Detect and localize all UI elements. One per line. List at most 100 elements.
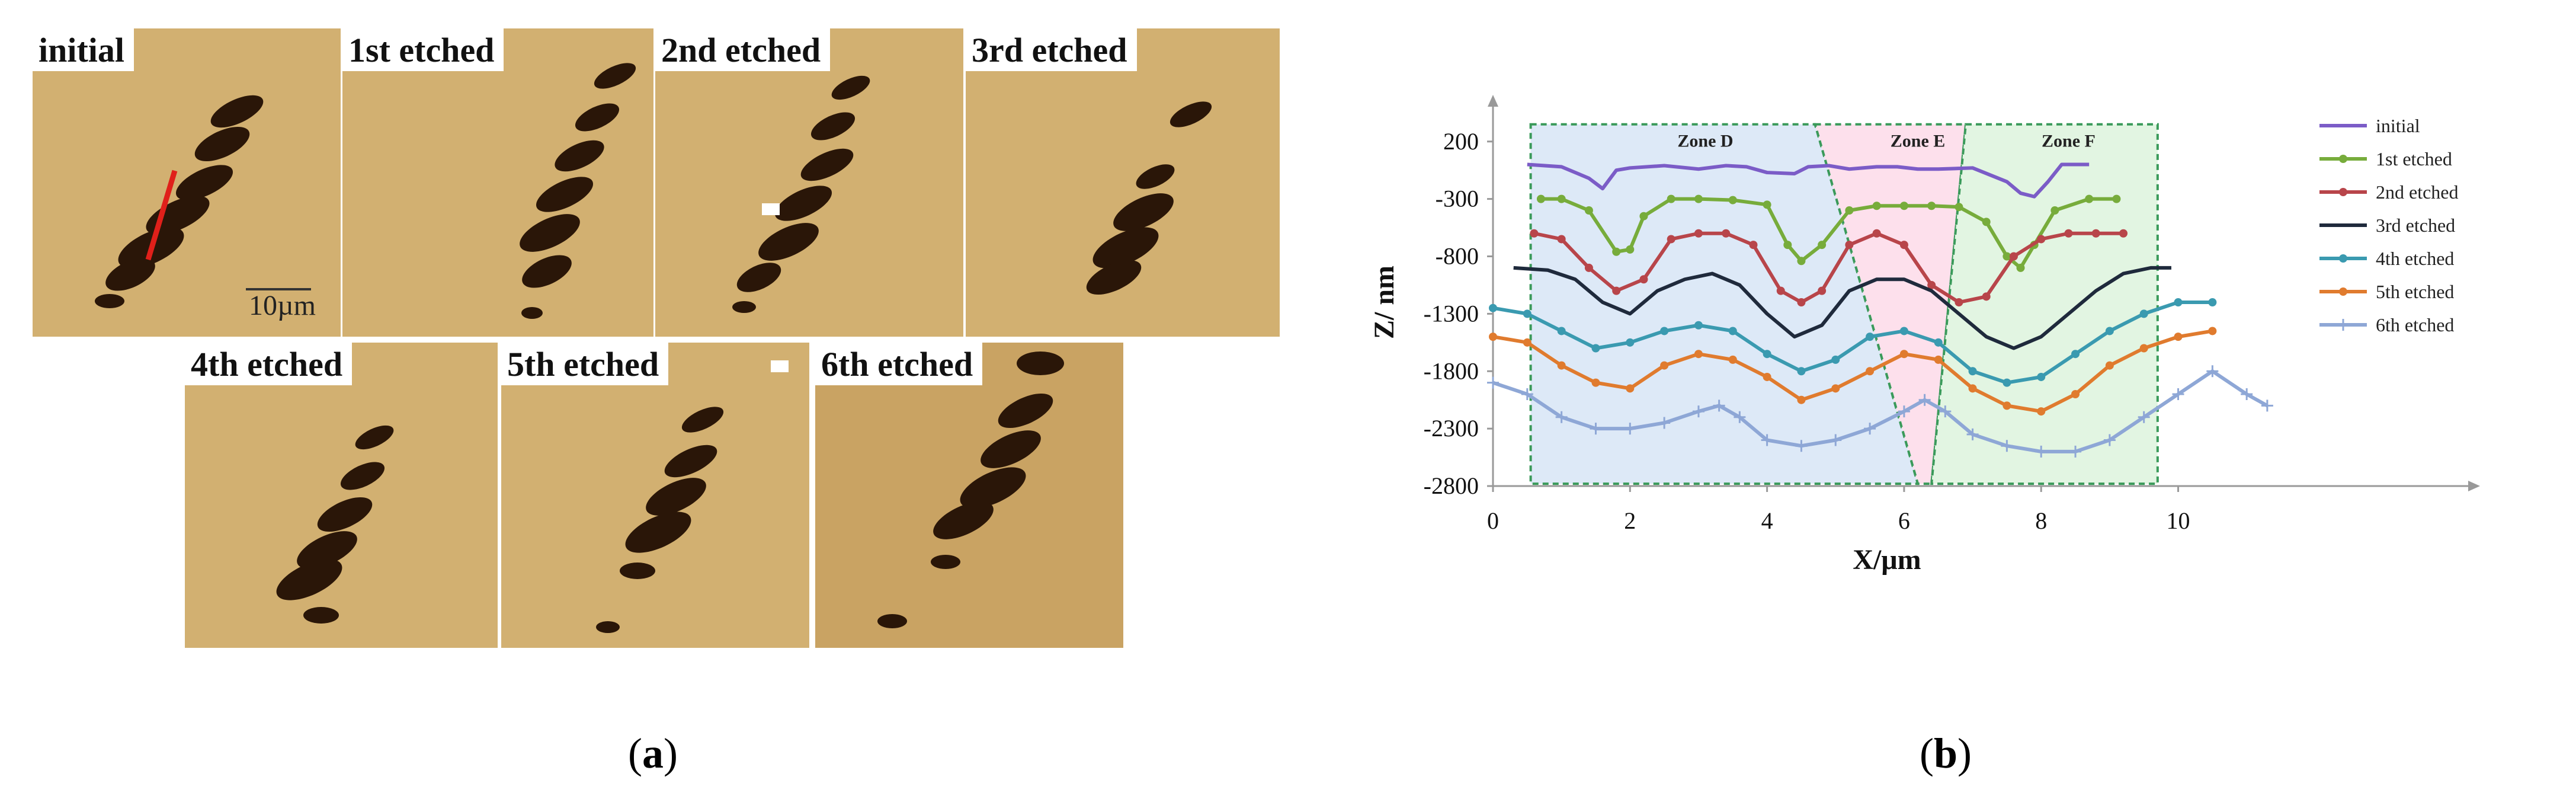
data-point — [2003, 401, 2011, 410]
data-point — [1783, 241, 1792, 250]
data-point — [2112, 194, 2121, 203]
data-point — [1658, 417, 1671, 429]
series-line — [1492, 301, 2213, 385]
series-line — [1492, 369, 2269, 453]
data-point — [1831, 384, 1840, 393]
data-point — [1845, 241, 1854, 250]
series-line — [1527, 162, 2090, 199]
data-point — [1968, 384, 1977, 393]
data-point — [1639, 212, 1648, 220]
data-point — [2071, 350, 2080, 359]
panel-label: initial — [33, 28, 134, 71]
afm-image — [342, 28, 653, 337]
afm-image — [33, 28, 341, 337]
panel-label: 4th etched — [185, 343, 353, 385]
legend: initial 1st etched 2nd etched 3rd etched 4th… — [2319, 115, 2459, 335]
data-point — [1899, 350, 1908, 359]
line-profile-marker — [145, 170, 178, 261]
data-point — [1523, 338, 1531, 347]
y-tick-label: -2800 — [1424, 472, 1479, 499]
data-point — [2071, 390, 2080, 398]
data-point — [1523, 309, 1531, 318]
legend-label: 6th etched — [2376, 314, 2454, 335]
afm-panel: 1st etched — [342, 28, 653, 337]
x-axis-label: X/μm — [1853, 544, 1921, 576]
data-point — [1927, 202, 1936, 210]
series-group — [1513, 266, 2171, 350]
axes: 200 -300 -800 -1300 -1800 -2300 -2800 0 2 4 6 8 10 X/… — [1369, 95, 2480, 576]
data-point — [1624, 423, 1636, 435]
data-point — [2091, 229, 2100, 238]
data-point — [1899, 241, 1908, 250]
afm-panel: 5th etched — [501, 343, 809, 648]
data-point — [1728, 327, 1737, 335]
data-point — [1489, 333, 1497, 341]
legend-label: initial — [2376, 115, 2420, 136]
data-point — [1722, 229, 1731, 238]
zone-label: Zone E — [1891, 132, 1946, 151]
legend-marker — [2337, 319, 2349, 331]
y-tick-label: -800 — [1436, 243, 1479, 270]
legend-label: 3rd etched — [2376, 215, 2455, 236]
data-point — [1728, 196, 1737, 204]
data-point — [2037, 372, 2046, 381]
data-point — [2105, 327, 2114, 335]
figure-caption-a: (a) — [628, 730, 678, 777]
data-point — [1899, 202, 1908, 210]
afm-panel: 10µm initial — [33, 28, 341, 337]
data-point — [2009, 252, 2018, 261]
data-point — [2050, 206, 2059, 215]
data-point — [2003, 252, 2011, 261]
data-point — [1612, 247, 1621, 256]
afm-image — [966, 28, 1280, 337]
data-point — [1667, 235, 1675, 244]
series-line — [1513, 266, 2171, 350]
data-point — [1584, 263, 1593, 272]
data-point — [2208, 298, 2217, 306]
data-point — [2064, 229, 2073, 238]
zone-label: Zone F — [2042, 132, 2096, 151]
legend-label: 4th etched — [2376, 248, 2454, 269]
data-point — [1818, 241, 1827, 250]
data-point — [1555, 411, 1568, 423]
data-point — [2206, 365, 2219, 378]
y-tick-label: 200 — [1443, 128, 1479, 155]
data-point — [1899, 327, 1908, 335]
data-point — [1797, 257, 1806, 266]
afm-image — [185, 343, 498, 648]
legend-marker — [2339, 287, 2347, 296]
data-point — [1487, 376, 1499, 389]
data-point — [1584, 206, 1593, 215]
data-point — [1866, 367, 1875, 376]
data-point — [1982, 292, 1991, 301]
afm-panel: 2nd etched — [655, 28, 963, 337]
data-point — [1626, 338, 1635, 347]
data-point — [2069, 445, 2082, 458]
data-point — [1927, 280, 1936, 289]
data-point — [2261, 400, 2273, 412]
data-point — [1591, 344, 1600, 353]
series-line — [1492, 329, 2213, 414]
data-point — [2016, 263, 2025, 272]
data-point — [1734, 411, 1746, 423]
data-point — [1818, 286, 1827, 295]
legend-marker — [2339, 155, 2347, 163]
data-point — [1749, 241, 1758, 250]
data-point — [1968, 367, 1977, 376]
data-point — [1866, 333, 1875, 341]
data-point — [1694, 194, 1703, 203]
data-point — [1660, 361, 1669, 370]
data-point — [1626, 245, 1635, 254]
data-point — [1955, 298, 1963, 306]
data-point — [1713, 400, 1725, 412]
data-point — [2001, 440, 2013, 452]
legend-marker — [2339, 254, 2347, 263]
data-point — [1694, 229, 1703, 238]
data-point — [1830, 434, 1842, 446]
x-tick-label: 0 — [1487, 507, 1499, 534]
data-point — [1639, 275, 1648, 284]
data-point — [1728, 355, 1737, 364]
x-tick-label: 2 — [1624, 507, 1636, 534]
data-point — [2172, 388, 2184, 400]
afm-image — [501, 343, 809, 648]
